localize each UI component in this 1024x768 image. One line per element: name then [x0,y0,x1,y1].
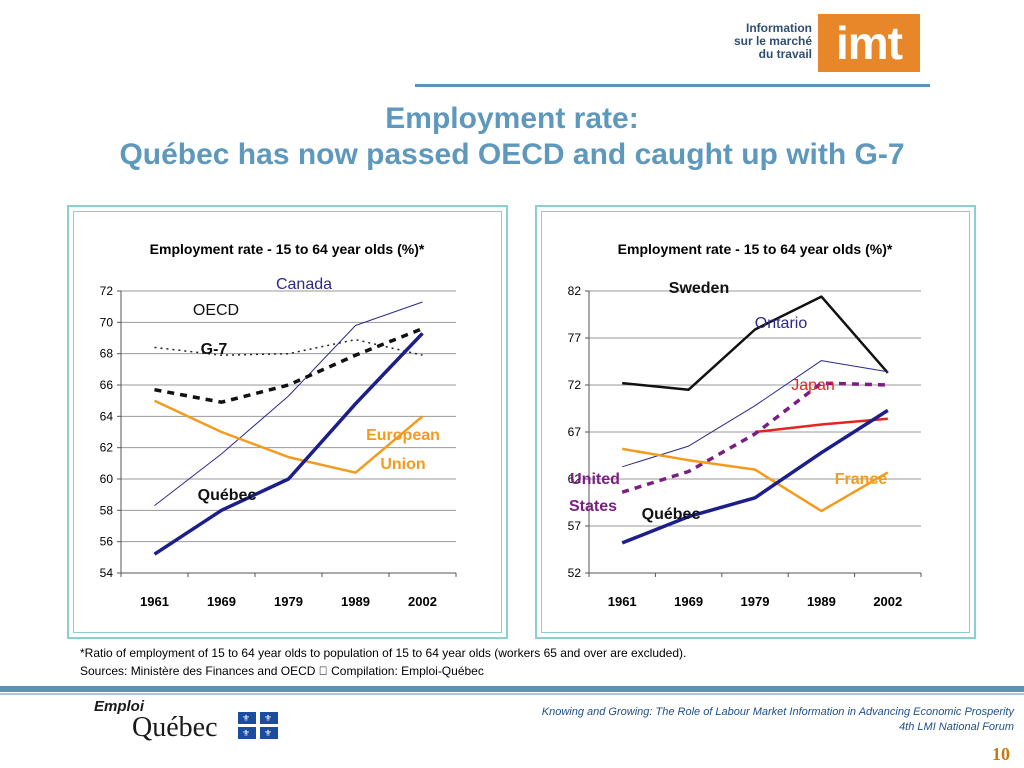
imt-logo: Information sur le marché du travail imt [712,14,922,72]
series-label: Québec [198,487,257,504]
y-tick-label: 72 [100,284,114,298]
y-tick-label: 72 [568,378,582,392]
series-label: France [835,471,888,488]
series-line-japan [754,417,888,434]
y-tick-label: 77 [568,331,582,345]
logo-mark: imt [818,14,920,72]
series-line-qu-bec [153,332,424,556]
y-tick-label: 66 [100,378,114,392]
logo-mark-text: imt [836,17,903,69]
chart-title: Employment rate - 15 to 64 year olds (%)… [618,241,893,257]
x-tick-label: 1969 [674,594,703,609]
y-tick-label: 62 [568,472,582,486]
logo-quebec-text: Québec [132,712,218,743]
series-line-united-states [621,381,888,494]
y-tick-label: 67 [568,425,582,439]
series-line-sweden [622,295,889,391]
series-line-g-7 [154,326,424,404]
series-label: Sweden [669,280,729,297]
x-tick-label: 1961 [140,594,169,609]
footnote: *Ratio of employment of 15 to 64 year ol… [80,646,687,660]
series-line-oecd [154,338,423,356]
y-tick-label: 70 [100,315,114,329]
quebec-flag-icon: ⚜ ⚜ ⚜ ⚜ [238,712,278,739]
chart-title: Employment rate - 15 to 64 year olds (%)… [150,241,425,257]
x-tick-label: 2002 [408,594,437,609]
series-label: G-7 [201,341,228,358]
slide-title-line1: Employment rate: [385,102,639,135]
y-tick-label: 54 [100,566,114,580]
chart-panel-left-border [73,211,502,633]
x-tick-label: 1961 [608,594,637,609]
y-tick-label: 64 [100,409,114,423]
sources-note: Sources: Ministère des Finances and OECD… [80,664,484,678]
y-tick-label: 57 [568,519,582,533]
chart-panel-right: Employment rate - 15 to 64 year olds (%)… [535,205,976,639]
x-tick-label: 1979 [741,594,770,609]
logo-emploi-text: Emploi [94,698,145,715]
footer-text-line1: Knowing and Growing: The Role of Labour … [541,706,1014,718]
series-label: European [366,427,440,444]
footer-text-line2: 4th LMI National Forum [899,721,1014,733]
series-label: Japan [791,377,835,394]
emploi-quebec-logo: Emploi Québec ⚜ ⚜ ⚜ ⚜ [92,698,292,748]
logo-text: Information sur le marché du travail [712,22,812,61]
y-tick-label: 58 [100,503,114,517]
series-label: Canada [276,276,332,293]
x-tick-label: 2002 [873,594,902,609]
series-label: Ontario [755,315,808,332]
header-rule [415,84,930,87]
logo-text-line3: du travail [758,47,812,61]
slide-title-line2: Québec has now passed OECD and caught up… [119,138,905,171]
logo-text-line1: Information [746,21,812,35]
series-line-canada [154,301,423,506]
y-tick-label: 82 [568,284,582,298]
series-label: States [569,498,617,515]
chart-left: Employment rate - 15 to 64 year olds (%)… [100,241,457,609]
series-label: OECD [193,302,239,319]
chart-right: Employment rate - 15 to 64 year olds (%)… [568,241,922,609]
x-tick-label: 1969 [207,594,236,609]
series-line-france [621,447,889,513]
chart-panel-left: Employment rate - 15 to 64 year olds (%)… [67,205,508,639]
chart-panel-right-border [541,211,970,633]
x-tick-label: 1989 [341,594,370,609]
y-tick-label: 60 [100,472,114,486]
series-label: United [570,471,620,488]
series-line-ontario [622,360,888,468]
logo-text-line2: sur le marché [733,34,812,48]
footer-bar-thin [0,693,1024,695]
y-tick-label: 68 [100,347,114,361]
series-line-european-union [153,399,424,474]
x-tick-label: 1979 [274,594,303,609]
footer-bar [0,686,1024,692]
y-tick-label: 62 [100,441,114,455]
y-tick-label: 52 [568,566,582,580]
y-tick-label: 56 [100,535,114,549]
x-tick-label: 1989 [807,594,836,609]
series-label: Québec [642,506,701,523]
page-number: 10 [992,744,1010,764]
series-label: Union [380,456,425,473]
series-line-qu-bec [621,408,889,545]
